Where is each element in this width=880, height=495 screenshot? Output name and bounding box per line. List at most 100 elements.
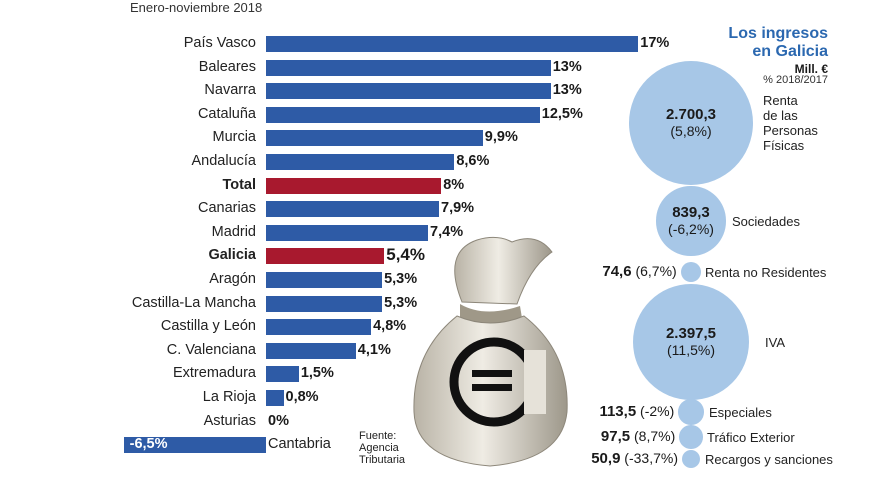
bar-value-label: 13% — [552, 82, 582, 99]
bar — [266, 106, 540, 123]
category-label: Extremadura — [172, 365, 256, 382]
category-label: Total — [222, 176, 256, 193]
bubble-label-line: IVA — [765, 334, 785, 350]
bar-value-label: 7,9% — [441, 200, 475, 217]
bubble-value: 113,5 (-2%) — [599, 403, 674, 420]
bar — [266, 224, 429, 241]
bar-value-label: 8% — [443, 176, 465, 193]
bubble-change: (-2%) — [636, 403, 675, 419]
category-label: C. Valenciana — [166, 341, 256, 358]
category-label: Baleares — [198, 58, 256, 75]
bubble-label-line: Sociedades — [732, 213, 800, 229]
bubble-value: 839,3 (-6,2%) — [631, 204, 751, 238]
panel-subunit: % 2018/2017 — [763, 74, 828, 86]
chart-subtitle: Enero-noviembre 2018 — [130, 0, 263, 15]
bar — [266, 154, 455, 170]
bubble-label-line: Especiales — [709, 404, 772, 420]
bubble — [679, 425, 703, 449]
bar — [266, 130, 483, 147]
bar — [266, 366, 299, 383]
bar — [266, 59, 551, 76]
bar-value-label: 12,5% — [541, 105, 583, 122]
bar-value-label: 4,8% — [373, 318, 407, 335]
bar-value-label: -6,5% — [129, 436, 168, 453]
bubble-change: (-33,7%) — [620, 450, 678, 466]
bubble-label: IVA — [765, 335, 785, 350]
bubble — [680, 261, 702, 283]
category-label: Cantabria — [268, 436, 331, 453]
bubble-label: Especiales — [709, 405, 772, 420]
bubble-label-line: Renta no Residentes — [705, 264, 827, 280]
money-bag-euro-icon — [413, 236, 568, 467]
bubble — [632, 283, 750, 401]
bubble-label-line: Renta — [763, 93, 798, 108]
panel-title-line: en Galicia — [752, 43, 828, 60]
bubble — [629, 61, 753, 185]
bar — [123, 437, 266, 454]
bubble — [656, 186, 726, 256]
bubble-label-line: Físicas — [763, 138, 805, 153]
panel-title-line: Los ingresos — [728, 25, 828, 42]
bar — [266, 319, 372, 336]
bubble-value: 74,6 (6,7%) — [602, 263, 676, 280]
bubble — [678, 399, 704, 425]
bar-value-label: 0,8% — [285, 389, 319, 405]
source-line: Tributaria — [359, 454, 406, 466]
source-line: Agencia — [359, 442, 399, 454]
bar — [266, 36, 639, 52]
bubble-value: 2.397,5 (11,5%) — [631, 325, 751, 359]
bar — [266, 248, 385, 265]
category-label: Castilla-La Mancha — [131, 294, 256, 311]
bubble-amount: 74,6 — [602, 263, 632, 280]
bar-value-label: 9,9% — [484, 129, 518, 146]
bubble-label: Renta de las Personas Físicas — [763, 93, 818, 153]
bubble-value: 50,9 (-33,7%) — [591, 450, 678, 467]
bubble-amount: 2.397,5 — [665, 325, 717, 342]
category-label: Galicia — [208, 247, 256, 264]
bubble-label-line: Recargos y sanciones — [705, 451, 833, 467]
bubble-label: Tráfico Exterior — [707, 430, 795, 445]
bubble-amount: 97,5 — [600, 428, 631, 445]
bubble-value: 2.700,3 (5,8%) — [631, 106, 751, 140]
category-label: Asturias — [203, 412, 256, 429]
bar-value-label: 4,1% — [357, 341, 391, 358]
bar — [266, 295, 383, 312]
bubble-label: Sociedades — [732, 214, 800, 229]
bar-value-label: 5,3% — [384, 271, 418, 287]
category-label: Madrid — [211, 223, 256, 240]
bar-value-label: 5,3% — [384, 294, 418, 311]
bar — [266, 83, 551, 100]
bubble-amount: 113,5 — [599, 403, 637, 420]
category-label: Navarra — [204, 82, 256, 99]
bubble-change: (8,7%) — [630, 428, 676, 444]
bubble-label: Recargos y sanciones — [705, 452, 833, 467]
bubble-label-line: Personas — [763, 123, 818, 138]
bar — [266, 272, 383, 288]
bubble-amount: 839,3 — [672, 204, 710, 221]
bar-value-label: 7,4% — [430, 223, 464, 240]
bar — [266, 390, 284, 406]
bubble-amount: 2.700,3 — [665, 106, 717, 123]
bubble-amount: 50,9 — [591, 450, 621, 467]
bar-value-label: 5,4% — [386, 245, 425, 265]
source-note: Fuente: Agencia Tributaria — [359, 430, 405, 466]
source-line: Fuente: — [359, 430, 397, 442]
bubble — [682, 450, 700, 468]
bubble-label-line: de las — [763, 108, 798, 123]
category-label: Aragón — [209, 271, 256, 287]
bubble-label-line: Tráfico Exterior — [707, 429, 795, 445]
panel-title: Los ingresos en Galicia — [728, 25, 828, 61]
bar-value-label: 17% — [640, 35, 670, 51]
category-label: País Vasco — [183, 35, 256, 51]
category-label: Andalucía — [191, 153, 257, 169]
bubble-change: (11,5%) — [667, 342, 715, 358]
bubble-change: (5,8%) — [670, 123, 712, 139]
bubble-label: Renta no Residentes — [705, 265, 826, 280]
bar — [266, 201, 439, 218]
bubble-change: (-6,2%) — [668, 221, 714, 237]
category-label: Castilla y León — [160, 318, 256, 335]
category-label: Cataluña — [197, 105, 256, 122]
category-label: Murcia — [212, 129, 256, 146]
bar-value-label: 1,5% — [300, 365, 334, 382]
